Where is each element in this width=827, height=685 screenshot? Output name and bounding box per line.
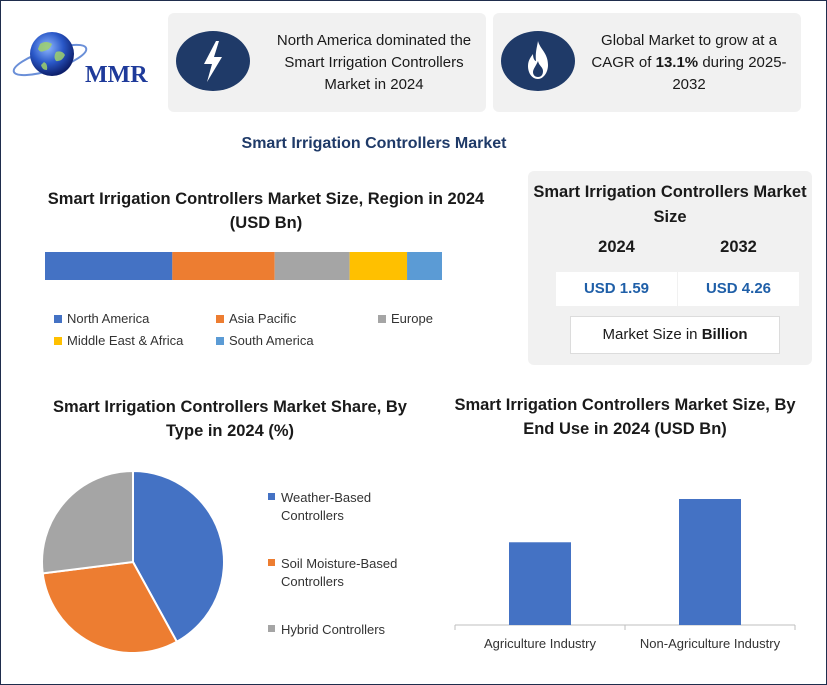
- enduse-chart-title: Smart Irrigation Controllers Market Size…: [454, 396, 796, 438]
- legend-label: North America: [67, 311, 150, 326]
- pie-slice-weather-based-controllers: [132, 469, 225, 644]
- pie-slice-hybrid-controllers: [41, 469, 134, 575]
- legend-label: South America: [229, 333, 314, 348]
- logo-text: MMR: [85, 62, 148, 88]
- pie-legend-item-soil-moisture-based-controllers: Soil Moisture-Based Controllers: [268, 555, 421, 591]
- region-bar-segment-asia-pacific: [172, 252, 275, 280]
- legend-item-europe: Europe: [378, 311, 433, 326]
- year-label-2032: 2032: [720, 238, 757, 256]
- legend-swatch: [268, 493, 275, 500]
- enduse-bar-chart: Agriculture Industry Non-Agriculture Indu…: [454, 499, 796, 651]
- type-chart-title: Smart Irrigation Controllers Market Shar…: [53, 398, 407, 440]
- legend-item-middle-east-africa: Middle East & Africa: [54, 333, 183, 348]
- flame-icon: [501, 31, 575, 91]
- info-card-region: North America dominated the Smart Irriga…: [168, 13, 486, 112]
- region-bar-segment-europe: [274, 252, 350, 280]
- legend-swatch: [216, 336, 224, 345]
- legend-item-south-america: South America: [216, 333, 314, 348]
- pie-legend-item-weather-based-controllers: Weather-Based Controllers: [268, 489, 421, 525]
- mmr-logo: MMR: [12, 32, 148, 88]
- year-label-2024: 2024: [598, 238, 635, 256]
- legend-swatch: [54, 314, 62, 323]
- lightning-bolt-icon: [176, 31, 250, 91]
- info-text-region: North America dominated the Smart Irriga…: [276, 32, 472, 93]
- x-tick-label-non-agriculture-industry: Non-Agriculture Industry: [640, 636, 781, 651]
- legend-swatch: [268, 625, 275, 632]
- legend-swatch: [268, 559, 275, 566]
- type-pie-chart: [41, 469, 225, 654]
- x-tick-label-agriculture-industry: Agriculture Industry: [484, 636, 596, 651]
- pie-slice-soil-moisture-based-controllers: [41, 560, 179, 654]
- region-bar-segment-middle-east-africa: [349, 252, 408, 280]
- legend-label: Europe: [391, 311, 433, 326]
- market-size-unit-note: Market Size in Billion: [570, 316, 780, 354]
- region-bar-segment-north-america: [45, 252, 173, 280]
- legend-label: Weather-Based Controllers: [281, 490, 372, 523]
- enduse-bar-non-agriculture-industry: [679, 499, 741, 625]
- legend-swatch: [378, 314, 386, 323]
- legend-label: Asia Pacific: [229, 311, 297, 326]
- main-title: Smart Irrigation Controllers Market: [241, 135, 507, 152]
- market-size-panel: Smart Irrigation Controllers Market Size…: [528, 171, 812, 365]
- region-stacked-bar: [45, 252, 442, 280]
- region-chart-title: Smart Irrigation Controllers Market Size…: [47, 190, 485, 232]
- info-card-cagr: Global Market to grow at a CAGR of 13.1%…: [493, 13, 801, 112]
- legend-swatch: [54, 336, 62, 345]
- market-value-2032: USD 4.26: [678, 272, 799, 306]
- legend-label: Middle East & Africa: [67, 333, 184, 348]
- legend-item-north-america: North America: [54, 311, 149, 326]
- market-size-title: Smart Irrigation Controllers Market Size: [533, 183, 807, 226]
- legend-label: Soil Moisture-Based Controllers: [281, 556, 398, 589]
- legend-swatch: [216, 314, 224, 323]
- legend-item-asia-pacific: Asia Pacific: [216, 311, 296, 326]
- market-value-2024: USD 1.59: [556, 272, 677, 306]
- pie-legend-item-hybrid-controllers: Hybrid Controllers: [268, 621, 421, 639]
- region-bar-segment-south-america: [407, 252, 442, 280]
- legend-label: Hybrid Controllers: [281, 622, 386, 637]
- info-text-cagr: Global Market to grow at a CAGR of 13.1%…: [591, 32, 787, 93]
- enduse-bar-agriculture-industry: [509, 542, 571, 625]
- globe-icon: [30, 32, 74, 76]
